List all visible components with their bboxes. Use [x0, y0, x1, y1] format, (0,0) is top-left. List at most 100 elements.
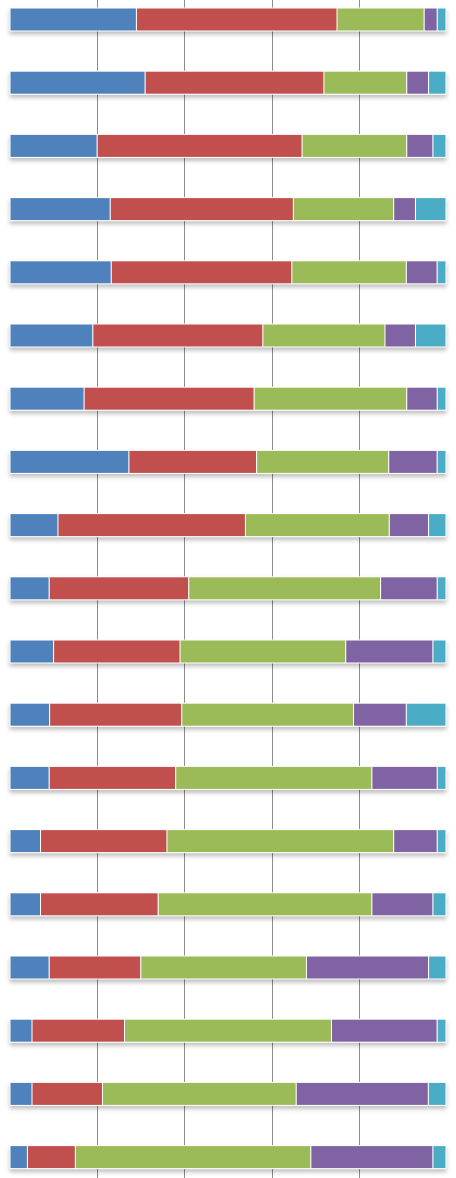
bar-segment-r3-s4: [406, 133, 434, 158]
bar-segment-r14-s2: [40, 829, 168, 854]
bar-segment-r8-s4: [388, 449, 438, 474]
bar-row-5: [9, 260, 447, 285]
bar-segment-r12-s4: [353, 702, 407, 727]
bar-segment-r18-s2: [31, 1081, 103, 1106]
bar-row-14: [9, 829, 447, 854]
bar-segment-r6-s4: [384, 323, 416, 348]
bar-segment-r10-s3: [188, 576, 382, 601]
bar-segment-r17-s4: [330, 1018, 438, 1043]
bar-row-19: [9, 1145, 447, 1170]
bar-row-9: [9, 513, 447, 538]
bar-segment-r1-s4: [423, 7, 438, 32]
bar-segment-r6-s3: [262, 323, 386, 348]
bar-segment-r1-s3: [336, 7, 425, 32]
bar-row-2: [9, 70, 447, 95]
bar-segment-r17-s5: [436, 1018, 447, 1043]
bar-segment-r19-s5: [432, 1145, 447, 1170]
bar-segment-r12-s5: [405, 702, 447, 727]
bar-segment-r10-s5: [436, 576, 447, 601]
bar-segment-r4-s3: [292, 197, 395, 222]
bar-segment-r10-s2: [48, 576, 190, 601]
bar-segment-r8-s1: [9, 449, 130, 474]
bar-segment-r16-s2: [48, 955, 142, 980]
bar-segment-r9-s5: [428, 513, 447, 538]
bar-segment-r1-s5: [436, 7, 447, 32]
bar-segment-r18-s5: [427, 1081, 447, 1106]
bar-segment-r2-s2: [144, 70, 325, 95]
bar-segment-r19-s4: [310, 1145, 434, 1170]
bar-segment-r18-s4: [295, 1081, 429, 1106]
bar-segment-r1-s2: [135, 7, 338, 32]
bar-segment-r15-s5: [432, 892, 447, 917]
bar-segment-r5-s2: [110, 260, 293, 285]
bar-segment-r3-s1: [9, 133, 98, 158]
bar-segment-r12-s3: [181, 702, 355, 727]
bar-segment-r13-s1: [9, 765, 50, 790]
bar-segment-r11-s1: [9, 639, 55, 664]
bar-segment-r5-s1: [9, 260, 112, 285]
bar-segment-r16-s1: [9, 955, 50, 980]
bar-segment-r12-s2: [49, 702, 183, 727]
bar-segment-r15-s1: [9, 892, 42, 917]
bar-segment-r19-s2: [26, 1145, 76, 1170]
bar-segment-r9-s1: [9, 513, 59, 538]
bar-segment-r18-s1: [9, 1081, 33, 1106]
bar-segment-r7-s5: [436, 386, 447, 411]
bar-row-7: [9, 386, 447, 411]
bar-segment-r4-s2: [109, 197, 294, 222]
bar-segment-r18-s3: [101, 1081, 297, 1106]
bar-segment-r12-s1: [9, 702, 51, 727]
bar-segment-r14-s3: [166, 829, 395, 854]
bar-row-13: [9, 765, 447, 790]
bar-segment-r5-s5: [436, 260, 447, 285]
bar-segment-r13-s2: [48, 765, 177, 790]
bar-segment-r17-s3: [124, 1018, 333, 1043]
bar-row-4: [9, 197, 447, 222]
bar-segment-r2-s5: [428, 70, 447, 95]
bar-segment-r11-s2: [53, 639, 181, 664]
bar-segment-r13-s5: [436, 765, 447, 790]
bar-segment-r13-s4: [371, 765, 438, 790]
bar-segment-r7-s4: [406, 386, 438, 411]
bar-segment-r11-s3: [179, 639, 347, 664]
bar-segment-r4-s5: [414, 197, 447, 222]
bar-segment-r6-s1: [9, 323, 94, 348]
bar-segment-r2-s1: [9, 70, 146, 95]
bar-segment-r9-s3: [244, 513, 390, 538]
bar-segment-r19-s1: [9, 1145, 28, 1170]
bar-row-16: [9, 955, 447, 980]
bar-segment-r19-s3: [74, 1145, 312, 1170]
bar-segment-r7-s3: [253, 386, 408, 411]
bar-row-10: [9, 576, 447, 601]
bar-segment-r14-s5: [436, 829, 447, 854]
bar-segment-r10-s4: [380, 576, 438, 601]
bar-segment-r6-s2: [92, 323, 264, 348]
bar-segment-r4-s4: [393, 197, 416, 222]
bar-segment-r15-s4: [371, 892, 434, 917]
bar-segment-r8-s3: [256, 449, 390, 474]
bar-segment-r5-s3: [291, 260, 407, 285]
bar-row-17: [9, 1018, 447, 1043]
bar-segment-r2-s4: [406, 70, 430, 95]
bar-segment-r5-s4: [405, 260, 438, 285]
bar-row-18: [9, 1081, 447, 1106]
bar-row-3: [9, 133, 447, 158]
bar-segment-r10-s1: [9, 576, 50, 601]
bar-segment-r13-s3: [175, 765, 373, 790]
bar-segment-r2-s3: [323, 70, 408, 95]
bar-segment-r9-s4: [388, 513, 430, 538]
bar-segment-r16-s4: [305, 955, 430, 980]
bar-segment-r3-s3: [301, 133, 408, 158]
bar-segment-r6-s5: [414, 323, 447, 348]
bar-segment-r4-s1: [9, 197, 111, 222]
bar-segment-r15-s3: [157, 892, 373, 917]
bar-row-6: [9, 323, 447, 348]
bar-segment-r11-s4: [345, 639, 434, 664]
bar-segment-r8-s2: [128, 449, 258, 474]
bar-segment-r7-s1: [9, 386, 85, 411]
bar-segment-r7-s2: [83, 386, 255, 411]
bar-segment-r3-s5: [432, 133, 447, 158]
bar-segment-r15-s2: [40, 892, 159, 917]
bar-row-15: [9, 892, 447, 917]
